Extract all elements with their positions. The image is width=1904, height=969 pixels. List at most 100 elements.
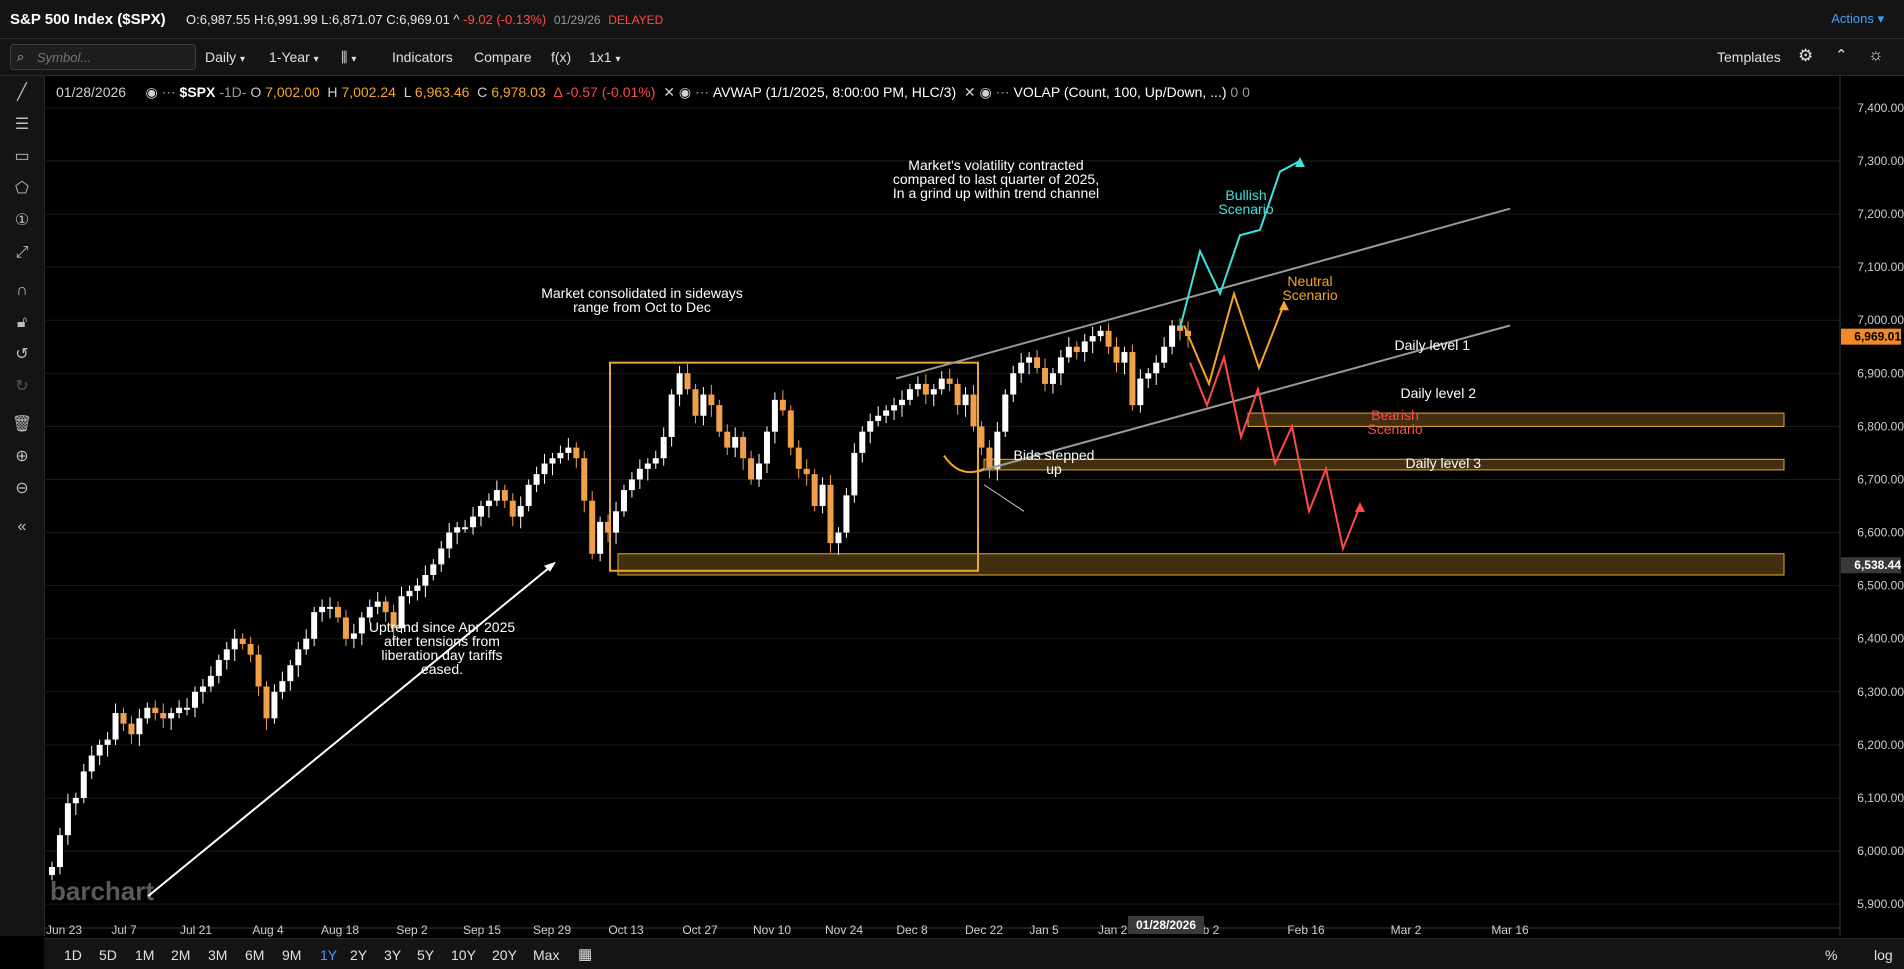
trash-icon[interactable]: 🗑︎	[11, 416, 33, 433]
range-3y[interactable]: 3Y	[384, 947, 402, 963]
search-icon: ⌕	[17, 49, 25, 64]
chevron-down-icon: ▾	[313, 54, 319, 65]
range-max[interactable]: Max	[533, 947, 560, 963]
candle-body	[279, 681, 286, 692]
undo-icon[interactable]: ↺	[15, 346, 29, 363]
templates-button[interactable]: Templates	[1717, 49, 1781, 65]
candle-body	[930, 389, 937, 395]
annotation-icon[interactable]: ①	[14, 212, 30, 229]
shapes-icon[interactable]: ⬠	[15, 180, 29, 197]
candle-body	[859, 431, 866, 453]
magnet-icon[interactable]: ∩	[16, 282, 28, 299]
candle-body	[477, 506, 484, 517]
range-2y[interactable]: 2Y	[350, 947, 368, 963]
candle-body	[843, 495, 850, 533]
candle-body	[1042, 367, 1049, 384]
y-tick-label: 6,500.00	[1857, 579, 1904, 593]
legend-interval: -1D-	[219, 84, 247, 100]
eye-icon[interactable]: ◉	[678, 84, 692, 100]
x-tick-label: Jul 21	[180, 923, 212, 937]
collapse-left-icon[interactable]: «	[17, 518, 27, 535]
actions-menu[interactable]: Actions ▾	[1831, 11, 1884, 26]
indicators-button[interactable]: Indicators	[392, 49, 453, 65]
candle-body	[342, 617, 349, 639]
rectangle-icon[interactable]: ▭	[14, 148, 30, 165]
y-tick-label: 6,400.00	[1857, 632, 1904, 646]
x-tick-label: Jan 5	[1029, 923, 1059, 937]
theme-sun-icon[interactable]: ☼	[1868, 45, 1884, 64]
legend-high: 7,002.24	[341, 84, 396, 100]
range-bar: 1D 5D 1M 2M 3M 6M 9M 1Y 2Y 3Y 5Y 10Y 20Y…	[44, 938, 1904, 969]
candle-body	[168, 713, 175, 719]
chart-annotation: Bullish	[1225, 187, 1266, 203]
close-icon[interactable]: ✕	[663, 84, 675, 100]
range-6m[interactable]: 6M	[245, 947, 265, 963]
legend-symbol: $SPX	[179, 84, 216, 100]
x-tick-label: Dec 8	[896, 923, 928, 937]
candle-body	[414, 585, 421, 591]
candle-body	[1034, 357, 1041, 368]
candle-body	[239, 638, 246, 645]
layout-dropdown[interactable]: 1x1 ▾	[589, 49, 621, 65]
y-tick-label: 6,100.00	[1857, 791, 1904, 805]
close-icon[interactable]: ✕	[963, 84, 976, 100]
channel-lower-line	[977, 324, 1511, 473]
range-20y[interactable]: 20Y	[492, 947, 517, 963]
eye-icon[interactable]: ◉	[145, 84, 158, 100]
chart-type-dropdown[interactable]: ⫼ ▾	[341, 49, 356, 66]
range-5y[interactable]: 5Y	[417, 947, 435, 963]
eye-icon[interactable]: ◉	[979, 84, 992, 100]
y-tick-label: 7,400.00	[1857, 101, 1904, 115]
x-tick-label: Mar 2	[1391, 923, 1422, 937]
fibonacci-icon[interactable]: ☰	[14, 116, 30, 133]
range-9m[interactable]: 9M	[282, 947, 302, 963]
candle-body	[430, 564, 437, 576]
zoom-out-icon[interactable]: ⊖	[15, 480, 29, 497]
compare-button[interactable]: Compare	[474, 49, 532, 65]
bids-curve	[943, 455, 985, 473]
gear-icon[interactable]: ⚙	[1798, 46, 1814, 65]
chart-annotation: Uptrend since Apr 2025	[369, 619, 516, 635]
y-tick-label: 7,300.00	[1857, 154, 1904, 168]
measure-icon[interactable]: ⤢	[15, 244, 29, 261]
range-2m[interactable]: 2M	[171, 947, 191, 963]
candle-body	[628, 479, 635, 491]
interval-dropdown[interactable]: Daily ▾	[205, 49, 246, 65]
last-price-tag	[1841, 328, 1901, 345]
log-toggle[interactable]: log	[1874, 947, 1893, 963]
calendar-icon[interactable]: ▦	[578, 946, 593, 963]
candle-body	[56, 835, 63, 867]
collapse-up-icon[interactable]: ⌃	[1835, 47, 1848, 64]
symbol-input[interactable]	[35, 47, 189, 67]
range-1y[interactable]: 1Y	[320, 947, 338, 963]
y-tick-label: 6,600.00	[1857, 526, 1904, 540]
legend-h-label: H	[327, 84, 338, 100]
symbol-search[interactable]: ⌕	[10, 44, 196, 70]
range-1d[interactable]: 1D	[64, 947, 82, 963]
candle-body	[1145, 373, 1152, 379]
range-1m[interactable]: 1M	[135, 947, 155, 963]
trendline-icon[interactable]: ╱	[17, 84, 27, 101]
ohlc-values: O:6,987.55 H:6,991.99 L:6,871.07 C:6,969…	[186, 12, 460, 27]
price-level-zone	[983, 458, 1785, 471]
candle-body	[573, 447, 580, 459]
price-chart[interactable]: 7,400.00 7,300.00 7,200.00 7,100.00 7,000.00…	[44, 76, 1904, 938]
candle-body	[1129, 352, 1136, 406]
candle-body	[565, 447, 572, 453]
redo-icon[interactable]: ↻	[15, 378, 29, 395]
candle-body	[390, 612, 397, 629]
function-button[interactable]: f(x)	[551, 49, 572, 65]
zoom-in-icon[interactable]: ⊕	[15, 448, 29, 465]
candle-body	[287, 665, 294, 682]
legend-date: 01/28/2026	[56, 84, 127, 100]
ohlc-quote: O:6,987.55 H:6,991.99 L:6,871.07 C:6,969…	[186, 12, 663, 27]
period-dropdown[interactable]: 1-Year ▾	[269, 49, 319, 65]
range-10y[interactable]: 10Y	[451, 947, 476, 963]
chart-annotation: Market's volatility contracted	[908, 157, 1083, 173]
percent-toggle[interactable]: %	[1825, 947, 1838, 963]
range-5d[interactable]: 5D	[99, 947, 117, 963]
chart-annotation: Bids stepped	[1014, 447, 1095, 463]
candle-body	[1010, 373, 1017, 395]
lock-icon[interactable]: 🔓︎	[16, 314, 28, 331]
range-3m[interactable]: 3M	[208, 947, 228, 963]
